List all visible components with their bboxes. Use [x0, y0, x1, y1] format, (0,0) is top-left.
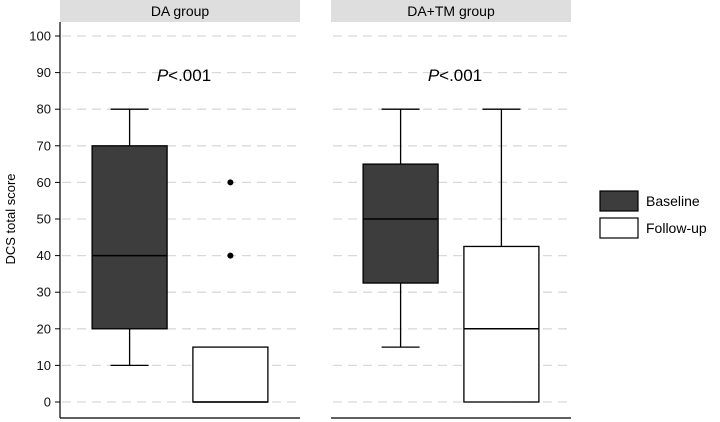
- panel-strip: [60, 0, 300, 22]
- panel-1: DA group P<.001: [60, 0, 300, 419]
- panel-strip: [331, 0, 571, 22]
- p-value-text: <.001: [439, 66, 482, 85]
- p-value-italic: P: [157, 66, 169, 85]
- y-tick-label: 50: [37, 212, 51, 227]
- box-body: [192, 346, 269, 403]
- y-tick-label: 0: [44, 395, 51, 410]
- outlier-point: [227, 179, 234, 186]
- y-tick-label: 70: [37, 138, 51, 153]
- legend-swatch-baseline: [599, 190, 639, 212]
- legend-label: Follow-up: [646, 220, 707, 236]
- y-tick-label: 30: [37, 285, 51, 300]
- panel-title: DA+TM group: [407, 3, 495, 19]
- box-body: [362, 163, 439, 284]
- p-value-annotation: P<.001: [157, 66, 211, 85]
- p-value-italic: P: [428, 66, 440, 85]
- legend-label: Baseline: [646, 193, 700, 209]
- box-follow-up: [463, 108, 540, 403]
- legend: Baseline Follow-up: [599, 190, 707, 239]
- y-tick-label: 40: [37, 248, 51, 263]
- box-body: [463, 245, 540, 403]
- y-tick-label: 60: [37, 175, 51, 190]
- y-tick-label: 90: [37, 65, 51, 80]
- p-value-annotation: P<.001: [428, 66, 482, 85]
- box-baseline: [91, 108, 168, 367]
- panel-2: DA+TM group P<.001: [331, 0, 571, 419]
- y-tick-label: 20: [37, 321, 51, 336]
- y-tick-label: 80: [37, 102, 51, 117]
- box-baseline: [362, 108, 439, 348]
- y-axis-title: DCS total score: [3, 173, 18, 264]
- box-follow-up: [192, 179, 269, 403]
- p-value-text: <.001: [168, 66, 211, 85]
- panel-title: DA group: [151, 3, 210, 19]
- box-body: [91, 145, 168, 330]
- outlier-point: [227, 252, 234, 259]
- y-tick-label: 100: [29, 29, 51, 44]
- legend-swatch-follow-up: [599, 217, 639, 239]
- y-axis: 0 10 20 30 40 50 60 70 80 90 100: [29, 22, 61, 418]
- y-tick-label: 10: [37, 358, 51, 373]
